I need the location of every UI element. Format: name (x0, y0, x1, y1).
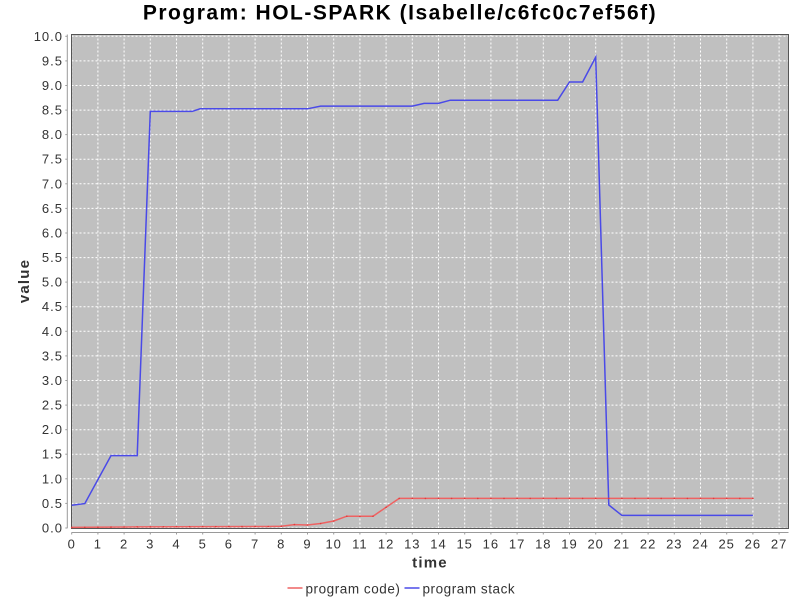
svg-text:program stack: program stack (423, 582, 516, 597)
svg-text:14: 14 (430, 537, 446, 552)
svg-text:7.0: 7.0 (42, 176, 63, 191)
svg-text:6: 6 (225, 537, 233, 552)
svg-text:17: 17 (509, 537, 525, 552)
svg-text:3.0: 3.0 (42, 373, 63, 388)
svg-text:11: 11 (352, 537, 368, 552)
svg-text:8.0: 8.0 (42, 127, 63, 142)
svg-text:0.5: 0.5 (42, 496, 63, 511)
svg-text:26: 26 (745, 537, 761, 552)
svg-text:19: 19 (561, 537, 577, 552)
svg-text:1: 1 (94, 537, 102, 552)
svg-text:15: 15 (456, 537, 472, 552)
svg-text:1.5: 1.5 (42, 447, 63, 462)
svg-text:2.0: 2.0 (42, 422, 63, 437)
svg-text:8: 8 (277, 537, 285, 552)
svg-text:5: 5 (199, 537, 207, 552)
svg-text:7.5: 7.5 (42, 152, 63, 167)
svg-text:Program: HOL-SPARK (Isabelle/c: Program: HOL-SPARK (Isabelle/c6fc0c7ef56… (143, 2, 657, 25)
svg-text:12: 12 (378, 537, 394, 552)
svg-text:10.0: 10.0 (34, 29, 63, 44)
svg-text:8.5: 8.5 (42, 103, 63, 118)
svg-text:21: 21 (614, 537, 630, 552)
svg-text:program code): program code) (306, 582, 401, 597)
svg-text:13: 13 (404, 537, 420, 552)
svg-text:5.5: 5.5 (42, 250, 63, 265)
svg-text:22: 22 (640, 537, 656, 552)
svg-text:25: 25 (718, 537, 734, 552)
svg-text:16: 16 (483, 537, 499, 552)
svg-text:0.0: 0.0 (42, 521, 63, 536)
svg-text:24: 24 (692, 537, 708, 552)
svg-text:27: 27 (771, 537, 787, 552)
svg-text:9: 9 (303, 537, 311, 552)
svg-text:7: 7 (251, 537, 259, 552)
svg-text:3: 3 (146, 537, 154, 552)
svg-text:3.5: 3.5 (42, 348, 63, 363)
svg-text:0: 0 (68, 537, 76, 552)
svg-text:2.5: 2.5 (42, 398, 63, 413)
svg-text:23: 23 (666, 537, 682, 552)
svg-text:6.0: 6.0 (42, 226, 63, 241)
svg-text:time: time (412, 555, 448, 572)
svg-text:10: 10 (325, 537, 341, 552)
svg-text:value: value (16, 259, 33, 303)
svg-text:4.0: 4.0 (42, 324, 63, 339)
svg-text:5.0: 5.0 (42, 275, 63, 290)
svg-text:2: 2 (120, 537, 128, 552)
svg-text:6.5: 6.5 (42, 201, 63, 216)
svg-text:1.0: 1.0 (42, 471, 63, 486)
svg-text:4.5: 4.5 (42, 299, 63, 314)
svg-text:20: 20 (587, 537, 603, 552)
svg-text:9.0: 9.0 (42, 78, 63, 93)
svg-text:4: 4 (172, 537, 180, 552)
svg-text:18: 18 (535, 537, 551, 552)
svg-text:9.5: 9.5 (42, 53, 63, 68)
